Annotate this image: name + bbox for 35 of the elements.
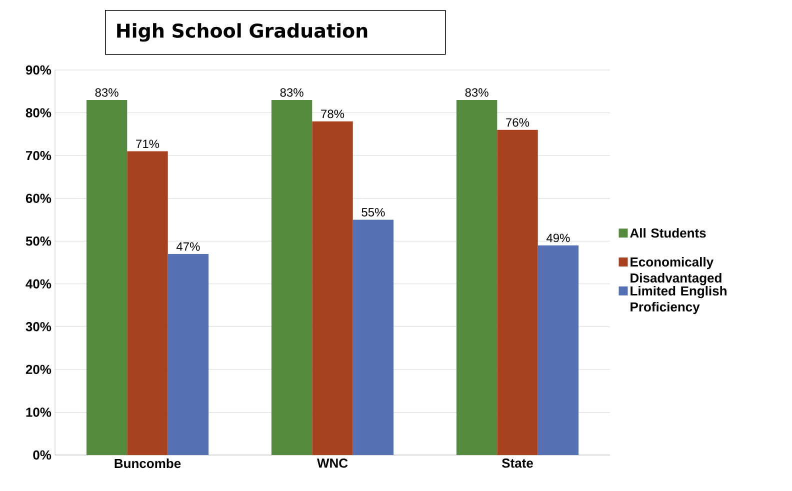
bar bbox=[456, 100, 498, 455]
data-label: 83% bbox=[465, 88, 488, 97]
x-tick-label: State bbox=[502, 458, 533, 468]
y-tick-label: 80% bbox=[26, 108, 52, 118]
legend-label: Limited English Proficiency bbox=[630, 286, 726, 314]
bar bbox=[312, 121, 353, 455]
bar bbox=[127, 151, 168, 455]
bar bbox=[538, 245, 579, 455]
y-tick-label: 20% bbox=[26, 364, 52, 374]
y-tick-label: 70% bbox=[26, 150, 52, 160]
y-tick-label: 60% bbox=[26, 194, 52, 203]
data-label: 76% bbox=[506, 118, 530, 127]
bar bbox=[86, 100, 128, 455]
data-label: 47% bbox=[176, 242, 200, 251]
data-label: 71% bbox=[136, 140, 160, 148]
chart-title: High School Graduation bbox=[117, 23, 368, 42]
data-label: 83% bbox=[280, 88, 304, 97]
bar bbox=[271, 100, 312, 455]
legend-label: All Students bbox=[630, 228, 706, 238]
bar bbox=[497, 130, 538, 455]
data-label: 83% bbox=[95, 88, 118, 97]
data-label: 55% bbox=[362, 208, 385, 217]
x-tick-label: WNC bbox=[316, 458, 348, 468]
y-tick-label: 30% bbox=[26, 322, 52, 332]
y-tick-label: 50% bbox=[26, 236, 52, 246]
bar bbox=[352, 220, 394, 455]
x-tick-label: Buncombe bbox=[114, 458, 181, 468]
y-tick-label: 10% bbox=[26, 408, 52, 417]
y-tick-label: 90% bbox=[26, 65, 52, 75]
bar bbox=[168, 254, 209, 455]
data-label: 49% bbox=[546, 234, 570, 242]
data-label: 78% bbox=[321, 110, 344, 118]
y-tick-label: 40% bbox=[26, 279, 52, 288]
y-tick-label: 0% bbox=[33, 450, 52, 460]
legend-label: Economically Disadvantaged bbox=[630, 257, 722, 286]
